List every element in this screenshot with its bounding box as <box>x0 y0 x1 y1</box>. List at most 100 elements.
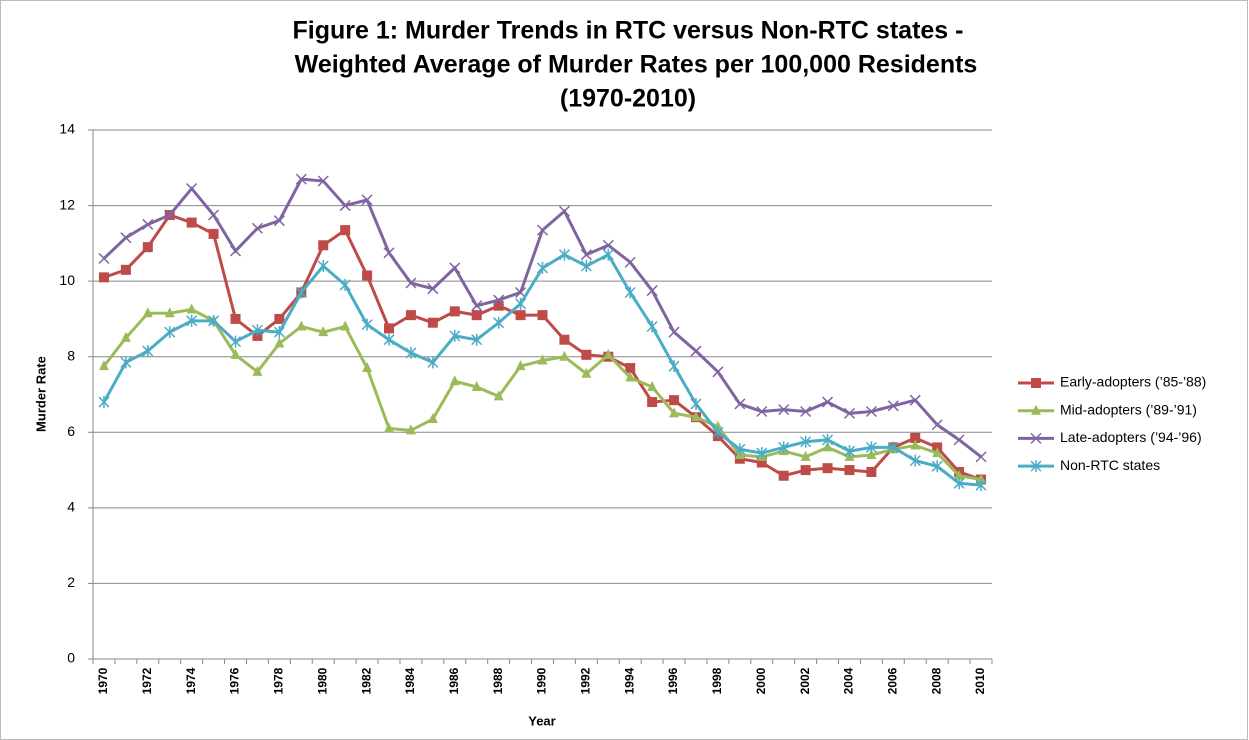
x-axis-label: Year <box>528 713 555 728</box>
marker <box>427 283 439 295</box>
marker <box>142 242 153 253</box>
marker <box>164 326 176 339</box>
marker <box>778 441 790 454</box>
marker <box>778 404 790 416</box>
marker <box>800 450 811 461</box>
marker <box>339 278 351 291</box>
y-tick-label: 14 <box>59 121 75 137</box>
marker <box>142 307 153 318</box>
marker <box>186 303 197 314</box>
marker <box>822 396 834 408</box>
marker <box>865 405 877 418</box>
marker <box>493 316 505 329</box>
marker <box>405 310 416 321</box>
marker <box>493 300 504 311</box>
y-tick-label: 2 <box>67 574 75 590</box>
marker <box>384 422 395 433</box>
marker <box>340 225 351 236</box>
legend-label: Late-adopters (’94-’96) <box>1060 429 1202 445</box>
marker <box>142 218 154 230</box>
marker <box>734 443 746 456</box>
marker <box>843 445 856 458</box>
x-tick-label: 2006 <box>886 667 900 694</box>
marker <box>647 380 658 391</box>
marker <box>274 313 285 324</box>
marker <box>756 405 768 418</box>
x-tick-label: 1978 <box>272 667 286 694</box>
x-tick-label: 1974 <box>184 667 198 694</box>
marker <box>405 277 417 289</box>
y-tick-label: 10 <box>59 272 75 288</box>
marker <box>361 318 373 331</box>
chart-title: Weighted Average of Murder Rates per 100… <box>295 51 978 79</box>
marker <box>646 285 658 297</box>
marker <box>471 300 483 312</box>
marker <box>361 194 373 206</box>
marker <box>449 306 460 317</box>
marker <box>471 310 482 321</box>
marker <box>186 217 197 228</box>
marker <box>120 331 131 342</box>
marker <box>953 477 965 490</box>
marker <box>800 465 811 476</box>
marker <box>580 249 592 261</box>
x-tick-label: 1970 <box>96 667 110 694</box>
marker <box>98 252 110 265</box>
marker <box>98 396 110 409</box>
marker <box>493 294 505 306</box>
marker <box>471 380 482 391</box>
marker <box>362 362 373 373</box>
marker <box>120 356 132 369</box>
y-tick-label: 0 <box>67 650 75 666</box>
x-tick-label: 1972 <box>140 667 154 694</box>
marker <box>580 260 592 273</box>
chart-title: Figure 1: Murder Trends in RTC versus No… <box>293 17 964 45</box>
marker <box>120 232 132 244</box>
marker <box>186 314 198 327</box>
marker <box>822 433 834 446</box>
marker <box>756 457 767 468</box>
x-tick-label: 1976 <box>228 667 242 694</box>
legend-label: Early-adopters (’85-’88) <box>1060 374 1206 390</box>
marker <box>800 435 812 448</box>
marker <box>976 473 987 484</box>
marker <box>515 297 527 310</box>
y-tick-label: 8 <box>67 347 75 363</box>
y-tick-label: 6 <box>67 423 75 439</box>
marker <box>340 320 351 331</box>
marker <box>865 441 877 454</box>
x-tick-label: 2008 <box>929 667 943 694</box>
marker <box>669 407 680 418</box>
marker <box>624 286 636 299</box>
marker <box>427 356 439 369</box>
marker <box>164 307 175 318</box>
marker <box>252 365 263 376</box>
marker <box>581 367 592 378</box>
marker <box>273 215 285 227</box>
marker <box>229 335 242 348</box>
legend-marker <box>1031 378 1041 388</box>
marker <box>274 337 285 348</box>
marker <box>843 407 856 419</box>
marker <box>536 224 549 236</box>
marker <box>602 248 614 261</box>
legend-marker <box>1030 432 1042 444</box>
x-tick-label: 1982 <box>359 667 373 694</box>
marker <box>384 323 395 334</box>
x-tick-label: 1992 <box>579 667 593 694</box>
marker <box>449 262 461 274</box>
marker <box>317 260 329 273</box>
marker <box>208 209 220 221</box>
marker <box>624 256 636 268</box>
marker <box>230 313 241 324</box>
marker <box>690 397 702 410</box>
marker <box>953 434 965 446</box>
marker <box>646 320 658 333</box>
marker <box>142 345 154 358</box>
marker <box>559 334 570 345</box>
marker <box>975 451 987 463</box>
marker <box>230 348 241 359</box>
marker <box>603 348 614 359</box>
marker <box>537 310 548 321</box>
marker <box>251 324 263 337</box>
